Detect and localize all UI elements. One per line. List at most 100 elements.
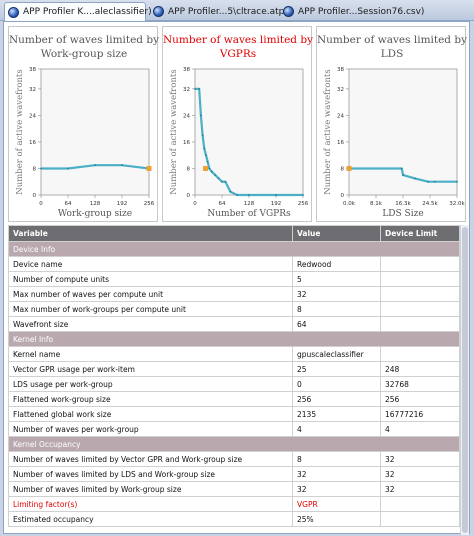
section-row: Device Info xyxy=(8,241,460,257)
cell-device-limit xyxy=(380,286,460,302)
series-point xyxy=(121,164,123,167)
tab-label: APP Profiler...Session76.csv) xyxy=(298,6,425,17)
table-row: Limiting factor(s) VGPR xyxy=(8,496,460,512)
current-value-marker xyxy=(146,165,152,171)
tab-label: APP Profiler...5\cltrace.atp) xyxy=(168,6,288,17)
x-tick-label: 128 xyxy=(244,201,255,207)
y-axis-label: Number of active wavefronts xyxy=(323,69,333,194)
cell-value: 32 xyxy=(292,481,381,497)
cell-value: 8 xyxy=(292,451,381,467)
cell-variable: Number of waves limited by Work-group si… xyxy=(8,481,293,497)
chart-title-line: VGPRs xyxy=(219,48,256,60)
tab-session-csv[interactable]: APP Profiler...Session76.csv) xyxy=(280,2,424,21)
x-tick-label: 256 xyxy=(298,201,309,207)
series-point xyxy=(205,154,207,157)
tab-label: APP Profiler K....aleclassifier) xyxy=(23,7,152,17)
table-row: Number of compute units 5 xyxy=(8,271,460,287)
chart-vgprs: Number of waves limited by VGPRs 0 8 16 24 32 3… xyxy=(162,26,313,222)
cell-variable: Number of waves per work-group xyxy=(8,421,293,437)
cell-variable: Vector GPR usage per work-item xyxy=(8,361,293,377)
occupancy-table-container: Variable Value Device Limit Device Info D… xyxy=(8,225,460,527)
chart-title-line: Number of waves limited by xyxy=(163,34,313,46)
cell-value: 256 xyxy=(292,391,381,407)
cell-variable: Wavefront size xyxy=(8,316,293,332)
chart-title-line: Number of waves limited by xyxy=(9,34,159,46)
x-tick-label: 24.5k xyxy=(422,201,438,207)
current-value-marker xyxy=(203,165,209,171)
y-tick-label: 16 xyxy=(29,140,36,146)
y-tick-label: 32 xyxy=(183,87,190,93)
section-row: Kernel Occupancy xyxy=(8,436,460,452)
cell-variable: Kernel name xyxy=(8,346,293,362)
x-tick-label: 0 xyxy=(193,201,197,207)
chart-title-line: Number of waves limited by xyxy=(317,34,467,46)
header-variable: Variable xyxy=(8,225,293,242)
y-tick-label: 0 xyxy=(341,193,345,199)
cell-value: gpuscaleclassifier xyxy=(292,346,381,362)
cell-variable: Max number of waves per compute unit xyxy=(8,286,293,302)
series-point xyxy=(214,174,217,177)
cell-value: 8 xyxy=(292,301,381,317)
y-tick-label: 16 xyxy=(183,140,190,146)
tab-kernel-occupancy[interactable]: APP Profiler K....aleclassifier) ✕ xyxy=(4,2,164,21)
chart-svg: Number of waves limited by Work-group siz… xyxy=(9,34,159,219)
chart-plot-area xyxy=(40,68,150,196)
series-point xyxy=(194,87,196,90)
table-header-row: Variable Value Device Limit xyxy=(8,225,460,242)
cell-device-limit xyxy=(380,496,460,512)
header-device-limit: Device Limit xyxy=(380,225,460,242)
series-point xyxy=(94,164,96,167)
cell-value: 32 xyxy=(292,286,381,302)
x-tick-label: 192 xyxy=(271,201,282,207)
y-tick-label: 38 xyxy=(183,67,190,73)
table-row: Number of waves limited by Vector GPR an… xyxy=(8,451,460,467)
y-tick-label: 24 xyxy=(29,113,36,119)
x-tick-label: 16.3k xyxy=(395,201,411,207)
cell-variable: Limiting factor(s) xyxy=(8,496,293,512)
vertical-scrollbar[interactable] xyxy=(460,225,469,535)
y-tick-label: 38 xyxy=(29,67,36,73)
cell-variable: Number of waves limited by LDS and Work-… xyxy=(8,466,293,482)
cell-device-limit: 32 xyxy=(380,481,460,497)
series-point xyxy=(206,160,209,163)
cell-device-limit xyxy=(380,346,460,362)
cell-value: Redwood xyxy=(292,256,381,272)
y-tick-label: 24 xyxy=(337,113,344,119)
cell-device-limit: 32768 xyxy=(380,376,460,392)
cell-variable: Device name xyxy=(8,256,293,272)
cell-device-limit: 4 xyxy=(380,421,460,437)
y-tick-label: 8 xyxy=(33,166,37,172)
y-tick-label: 0 xyxy=(33,193,37,199)
table-row: Number of waves per work-group 4 4 xyxy=(8,421,460,437)
x-tick-label: 32.0k xyxy=(449,201,465,207)
cell-value: 25 xyxy=(292,361,381,377)
cell-variable: Estimated occupancy xyxy=(8,511,293,527)
cell-value: 25% xyxy=(292,511,381,527)
tab-cltrace[interactable]: APP Profiler...5\cltrace.atp) xyxy=(150,2,288,21)
cell-device-limit: 32 xyxy=(380,466,460,482)
y-tick-label: 24 xyxy=(183,113,190,119)
series-point xyxy=(248,194,250,196)
series-point xyxy=(433,180,436,183)
cell-variable: Number of compute units xyxy=(8,271,293,287)
series-point xyxy=(200,114,202,117)
series-point xyxy=(402,174,404,177)
chart-svg: Number of waves limited by VGPRs 0 8 16 24 32 3… xyxy=(163,34,313,219)
y-tick-label: 0 xyxy=(187,193,191,199)
table-row: Kernel name gpuscaleclassifier xyxy=(8,346,460,362)
table-row: LDS usage per work-group 0 32768 xyxy=(8,376,460,392)
cell-device-limit xyxy=(380,511,460,527)
series-point xyxy=(221,180,223,183)
y-tick-label: 32 xyxy=(29,87,36,93)
series-point xyxy=(456,180,458,183)
cell-value: 64 xyxy=(292,316,381,332)
table-row: Flattened global work size 2135 16777216 xyxy=(8,406,460,422)
cell-device-limit: 256 xyxy=(380,391,460,407)
x-tick-label: 64 xyxy=(219,201,226,207)
cell-variable: Max number of work-groups per compute un… xyxy=(8,301,293,317)
x-tick-label: 256 xyxy=(144,201,155,207)
y-tick-label: 8 xyxy=(341,166,345,172)
profiler-tab-icon xyxy=(153,6,164,17)
y-tick-label: 38 xyxy=(337,67,344,73)
scrollbar-thumb[interactable] xyxy=(462,227,468,533)
